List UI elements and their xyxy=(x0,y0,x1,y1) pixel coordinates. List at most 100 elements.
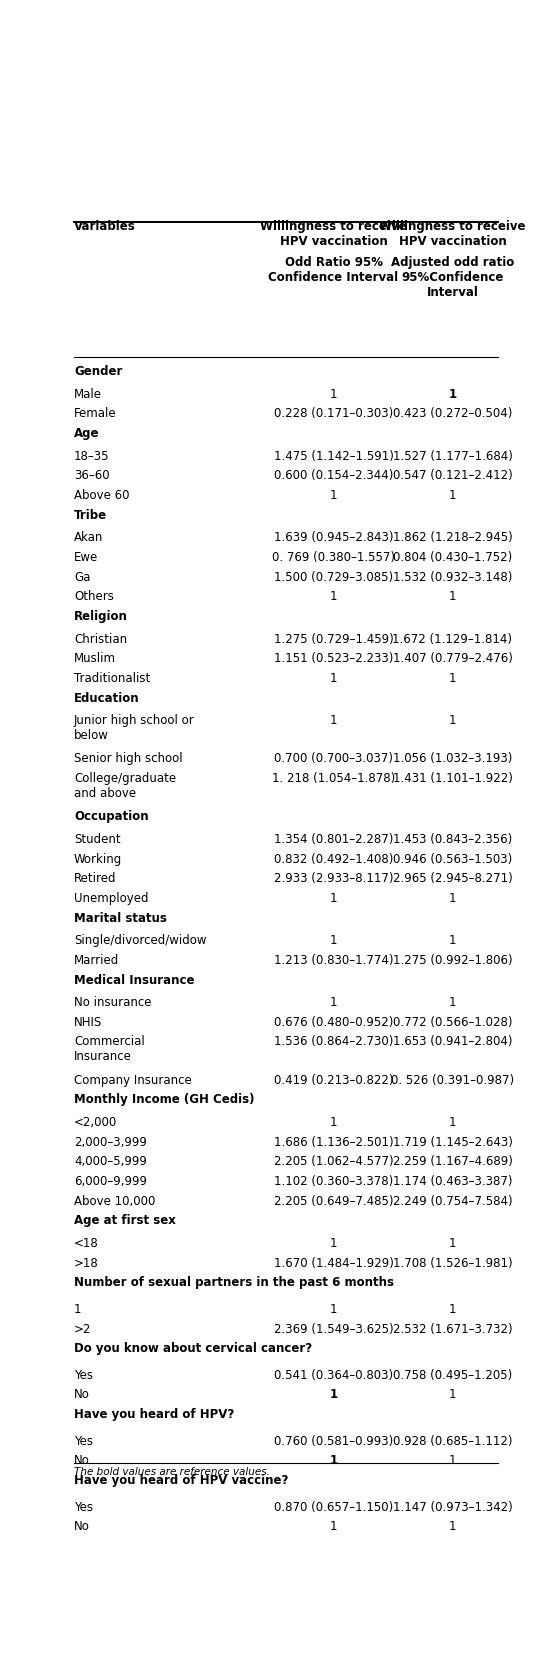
Text: 18–35: 18–35 xyxy=(74,449,109,463)
Text: 1.708 (1.526–1.981): 1.708 (1.526–1.981) xyxy=(393,1256,512,1269)
Text: Others: Others xyxy=(74,590,114,603)
Text: 0.419 (0.213–0.822): 0.419 (0.213–0.822) xyxy=(274,1074,393,1087)
Text: 1.056 (1.032–3.193): 1.056 (1.032–3.193) xyxy=(393,753,512,765)
Text: 1: 1 xyxy=(449,715,456,726)
Text: Married: Married xyxy=(74,954,119,967)
Text: Have you heard of HPV?: Have you heard of HPV? xyxy=(74,1408,234,1421)
Text: The bold values are reference values.: The bold values are reference values. xyxy=(74,1466,270,1476)
Text: <2,000: <2,000 xyxy=(74,1116,117,1129)
Text: 2.965 (2.945–8.271): 2.965 (2.945–8.271) xyxy=(393,872,512,885)
Text: <18: <18 xyxy=(74,1237,99,1249)
Text: No insurance: No insurance xyxy=(74,995,152,1009)
Text: 1: 1 xyxy=(330,1116,337,1129)
Text: 1.686 (1.136–2.501): 1.686 (1.136–2.501) xyxy=(274,1136,393,1149)
Text: 1.670 (1.484–1.929): 1.670 (1.484–1.929) xyxy=(273,1256,393,1269)
Text: 0.870 (0.657–1.150): 0.870 (0.657–1.150) xyxy=(274,1501,393,1513)
Text: Monthly Income (GH Cedis): Monthly Income (GH Cedis) xyxy=(74,1094,254,1106)
Text: 1: 1 xyxy=(449,1303,456,1316)
Text: Retired: Retired xyxy=(74,872,117,885)
Text: 1: 1 xyxy=(449,892,456,905)
Text: Age: Age xyxy=(74,428,99,439)
Text: 1: 1 xyxy=(449,1455,456,1468)
Text: 2.532 (1.671–3.732): 2.532 (1.671–3.732) xyxy=(393,1323,512,1336)
Text: Do you know about cervical cancer?: Do you know about cervical cancer? xyxy=(74,1343,312,1356)
Text: Religion: Religion xyxy=(74,610,128,623)
Text: Female: Female xyxy=(74,407,117,421)
Text: Muslim: Muslim xyxy=(74,653,116,665)
Text: Male: Male xyxy=(74,387,102,401)
Text: 1.354 (0.801–2.287): 1.354 (0.801–2.287) xyxy=(274,833,393,845)
Text: Senior high school: Senior high school xyxy=(74,753,182,765)
Text: 0.423 (0.272–0.504): 0.423 (0.272–0.504) xyxy=(393,407,512,421)
Text: 1.536 (0.864–2.730): 1.536 (0.864–2.730) xyxy=(274,1035,393,1049)
Text: 1.527 (1.177–1.684): 1.527 (1.177–1.684) xyxy=(392,449,512,463)
Text: College/graduate
and above: College/graduate and above xyxy=(74,772,176,800)
Text: Gender: Gender xyxy=(74,366,122,377)
Text: Variables: Variables xyxy=(74,220,136,232)
Text: 0.772 (0.566–1.028): 0.772 (0.566–1.028) xyxy=(393,1015,512,1029)
Text: 0.928 (0.685–1.112): 0.928 (0.685–1.112) xyxy=(393,1435,512,1448)
Text: Ewe: Ewe xyxy=(74,551,98,564)
Text: Junior high school or
below: Junior high school or below xyxy=(74,715,195,741)
Text: 1: 1 xyxy=(330,934,337,947)
Text: Medical Insurance: Medical Insurance xyxy=(74,974,195,987)
Text: Christian: Christian xyxy=(74,633,127,646)
Text: Age at first sex: Age at first sex xyxy=(74,1214,176,1227)
Text: 1.431 (1.101–1.922): 1.431 (1.101–1.922) xyxy=(392,772,512,785)
Text: 4,000–5,999: 4,000–5,999 xyxy=(74,1156,147,1169)
Text: Willingness to receive
HPV vaccination: Willingness to receive HPV vaccination xyxy=(379,220,526,247)
Text: Single/divorced/widow: Single/divorced/widow xyxy=(74,934,206,947)
Text: 1.102 (0.360–3.378): 1.102 (0.360–3.378) xyxy=(274,1176,393,1187)
Text: 0.760 (0.581–0.993): 0.760 (0.581–0.993) xyxy=(274,1435,393,1448)
Text: 2.249 (0.754–7.584): 2.249 (0.754–7.584) xyxy=(393,1194,512,1207)
Text: 1.672 (1.129–1.814): 1.672 (1.129–1.814) xyxy=(392,633,512,646)
Text: 1: 1 xyxy=(330,387,337,401)
Text: 1: 1 xyxy=(330,1303,337,1316)
Text: 1.453 (0.843–2.356): 1.453 (0.843–2.356) xyxy=(393,833,512,845)
Text: 2.259 (1.167–4.689): 2.259 (1.167–4.689) xyxy=(392,1156,512,1169)
Text: Akan: Akan xyxy=(74,531,103,544)
Text: No: No xyxy=(74,1388,90,1401)
Text: 1.407 (0.779–2.476): 1.407 (0.779–2.476) xyxy=(392,653,512,665)
Text: Above 10,000: Above 10,000 xyxy=(74,1194,156,1207)
Text: 0.758 (0.495–1.205): 0.758 (0.495–1.205) xyxy=(393,1369,512,1381)
Text: Marital status: Marital status xyxy=(74,912,167,925)
Text: 1: 1 xyxy=(74,1303,81,1316)
Text: 1: 1 xyxy=(449,1520,456,1533)
Text: No: No xyxy=(74,1455,90,1468)
Text: 2,000–3,999: 2,000–3,999 xyxy=(74,1136,147,1149)
Text: Odd Ratio 95%
Confidence Interval: Odd Ratio 95% Confidence Interval xyxy=(268,256,398,284)
Text: 1.500 (0.729–3.085): 1.500 (0.729–3.085) xyxy=(274,571,393,583)
Text: 1: 1 xyxy=(449,934,456,947)
Text: Occupation: Occupation xyxy=(74,810,148,823)
Text: NHIS: NHIS xyxy=(74,1015,102,1029)
Text: 1.147 (0.973–1.342): 1.147 (0.973–1.342) xyxy=(393,1501,512,1513)
Text: 1.275 (0.992–1.806): 1.275 (0.992–1.806) xyxy=(393,954,512,967)
Text: 1: 1 xyxy=(330,1237,337,1249)
Text: 1.275 (0.729–1.459): 1.275 (0.729–1.459) xyxy=(273,633,393,646)
Text: Yes: Yes xyxy=(74,1369,93,1381)
Text: 1: 1 xyxy=(330,995,337,1009)
Text: 1: 1 xyxy=(329,1455,338,1468)
Text: 1: 1 xyxy=(449,387,456,401)
Text: 0.228 (0.171–0.303): 0.228 (0.171–0.303) xyxy=(274,407,393,421)
Text: 1: 1 xyxy=(330,1520,337,1533)
Text: Education: Education xyxy=(74,691,140,705)
Text: 1: 1 xyxy=(449,1388,456,1401)
Text: >2: >2 xyxy=(74,1323,92,1336)
Text: 1: 1 xyxy=(330,715,337,726)
Text: 1: 1 xyxy=(449,995,456,1009)
Text: 1: 1 xyxy=(330,892,337,905)
Text: 1.719 (1.145–2.643): 1.719 (1.145–2.643) xyxy=(392,1136,512,1149)
Text: 1.151 (0.523–2.233): 1.151 (0.523–2.233) xyxy=(274,653,393,665)
Text: 1: 1 xyxy=(449,671,456,685)
Text: 1.862 (1.218–2.945): 1.862 (1.218–2.945) xyxy=(393,531,512,544)
Text: 2.933 (2.933–8.117): 2.933 (2.933–8.117) xyxy=(274,872,393,885)
Text: Adjusted odd ratio
95%Confidence
Interval: Adjusted odd ratio 95%Confidence Interva… xyxy=(391,256,514,299)
Text: Commercial
Insurance: Commercial Insurance xyxy=(74,1035,145,1064)
Text: Company Insurance: Company Insurance xyxy=(74,1074,192,1087)
Text: Working: Working xyxy=(74,852,122,865)
Text: 0. 769 (0.380–1.557): 0. 769 (0.380–1.557) xyxy=(272,551,395,564)
Text: Have you heard of HPV vaccine?: Have you heard of HPV vaccine? xyxy=(74,1475,288,1486)
Text: 1. 218 (1.054–1.878): 1. 218 (1.054–1.878) xyxy=(272,772,395,785)
